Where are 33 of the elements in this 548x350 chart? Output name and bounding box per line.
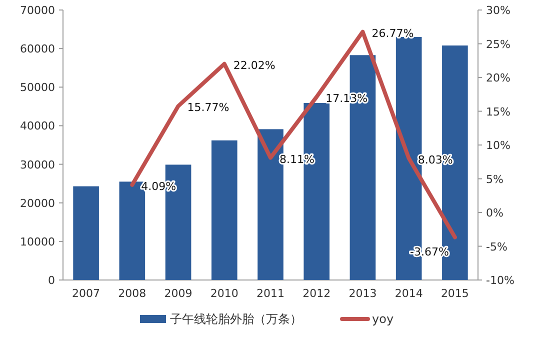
data-label: 26.77% xyxy=(372,26,414,40)
y-tick-label: 70000 xyxy=(20,4,55,17)
y-tick-label: 30000 xyxy=(20,158,55,172)
y2-tick-label: 10% xyxy=(486,139,510,152)
y-tick-label: 60000 xyxy=(20,42,55,56)
y2-tick-label: -10% xyxy=(486,274,514,287)
y2-tick-label: 5% xyxy=(486,172,504,186)
x-tick-label: 2013 xyxy=(348,287,377,300)
x-tick-label: 2012 xyxy=(302,287,331,300)
x-tick-label: 2008 xyxy=(118,287,146,300)
legend-label: 子午线轮胎外胎（万条） xyxy=(170,312,302,326)
y-tick-label: 10000 xyxy=(20,235,55,248)
y2-tick-label: 15% xyxy=(486,105,510,118)
x-tick-label: 2011 xyxy=(256,287,284,300)
data-label: 15.77% xyxy=(187,101,230,114)
y2-tick-label: -5% xyxy=(486,240,508,254)
y2-tick-label: 20% xyxy=(486,72,510,84)
x-tick-label: 2010 xyxy=(210,287,238,300)
y2-tick-label: 0% xyxy=(486,206,504,220)
y-tick-label: 0 xyxy=(48,274,55,287)
bar xyxy=(211,140,238,280)
legend-label: yoy xyxy=(372,312,394,326)
y2-tick-label: 25% xyxy=(486,38,510,51)
x-tick-label: 2007 xyxy=(72,287,100,300)
y-tick-label: 50000 xyxy=(20,81,55,94)
y-tick-label: 40000 xyxy=(20,120,55,133)
y2-tick-label: 30% xyxy=(486,4,510,17)
bar xyxy=(73,186,99,280)
x-tick-label: 2009 xyxy=(164,287,192,300)
x-tick-label: 2014 xyxy=(394,287,423,300)
data-label: 22.02% xyxy=(233,58,276,72)
x-tick-label: 2015 xyxy=(440,287,469,300)
y-tick-label: 20000 xyxy=(20,196,55,210)
